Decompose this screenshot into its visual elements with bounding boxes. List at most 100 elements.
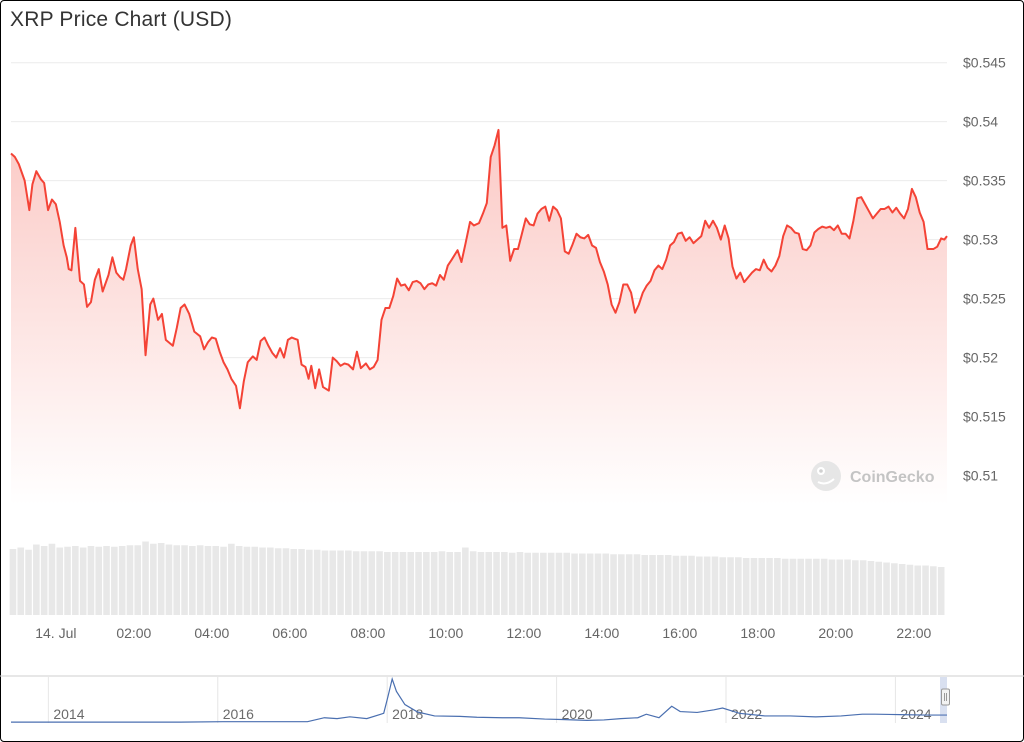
volume-bar	[914, 565, 922, 615]
volume-bar	[251, 546, 259, 615]
volume-bar	[72, 546, 79, 615]
navigator[interactable]: 2014 2016 2018 2020 2022 2024	[0, 675, 1024, 723]
navigator-handle[interactable]	[941, 688, 950, 706]
price-area	[11, 129, 947, 506]
volume-bar	[610, 554, 617, 615]
x-tick-label: 14. Jul	[35, 625, 76, 641]
volume-bar	[40, 546, 48, 615]
x-tick-label: 16:00	[662, 625, 697, 641]
navigator-tick-label: 2020	[562, 706, 593, 722]
volume-bar	[485, 552, 493, 615]
chart-title: XRP Price Chart (USD)	[10, 8, 233, 31]
volume-bar	[867, 561, 875, 615]
volume-bar	[469, 551, 477, 615]
volume-bar	[758, 558, 766, 615]
volume-bar	[274, 548, 282, 615]
volume-bar	[532, 552, 539, 615]
volume-bar	[165, 544, 173, 615]
volume-bar	[727, 557, 734, 615]
volume-bar	[501, 552, 508, 615]
volume-bars	[9, 541, 945, 615]
x-tick-label: 06:00	[272, 625, 307, 641]
volume-bar	[423, 552, 430, 615]
volume-bar	[516, 552, 524, 615]
volume-bar	[859, 560, 867, 615]
volume-bar	[555, 552, 563, 615]
x-tick-label: 12:00	[506, 625, 541, 641]
volume-bar	[774, 558, 781, 615]
volume-bar	[48, 543, 56, 615]
volume-bar	[150, 543, 157, 615]
volume-bar	[415, 552, 422, 615]
volume-bar	[384, 552, 391, 615]
y-tick-label: $0.54	[963, 114, 998, 130]
navigator-tick-label: 2024	[900, 706, 931, 722]
navigator-tick-label: 2016	[223, 706, 254, 722]
volume-bar	[766, 558, 773, 615]
volume-bar	[313, 549, 321, 615]
volume-bar	[391, 552, 399, 615]
volume-bar	[883, 562, 890, 615]
volume-bar	[828, 559, 836, 615]
volume-bar	[493, 552, 500, 615]
y-axis: $0.545 $0.54 $0.535 $0.53 $0.525 $0.52 $0.515 $…	[963, 55, 1006, 484]
y-tick-label: $0.525	[963, 291, 1006, 307]
volume-bar	[797, 558, 805, 615]
x-tick-label: 04:00	[194, 625, 229, 641]
volume-bar	[657, 555, 664, 615]
volume-bar	[103, 546, 110, 615]
volume-bar	[126, 545, 134, 615]
volume-bar	[454, 552, 461, 615]
x-tick-label: 10:00	[428, 625, 463, 641]
volume-bar	[33, 544, 40, 615]
volume-bar	[173, 545, 181, 615]
watermark-text: CoinGecko	[850, 469, 935, 486]
volume-bar	[563, 552, 571, 615]
volume-bar	[579, 553, 586, 615]
volume-bar	[181, 545, 188, 615]
navigator-tick-label: 2014	[53, 706, 84, 722]
volume-bar	[17, 547, 25, 615]
volume-bar	[9, 549, 17, 615]
volume-bar	[360, 551, 368, 615]
navigator-series-line	[11, 676, 947, 723]
price-area-fill	[11, 129, 947, 506]
volume-bar	[196, 545, 204, 615]
volume-bar	[618, 554, 625, 615]
volume-bar	[95, 546, 103, 615]
volume-bar	[508, 552, 516, 615]
x-tick-label: 18:00	[740, 625, 775, 641]
volume-bar	[625, 554, 633, 615]
volume-bar	[290, 549, 298, 615]
volume-bar	[446, 552, 454, 615]
volume-bar	[212, 546, 220, 615]
x-tick-label: 08:00	[350, 625, 385, 641]
volume-bar	[259, 547, 266, 615]
y-tick-label: $0.535	[963, 173, 1006, 189]
y-tick-label: $0.545	[963, 55, 1006, 71]
volume-bar	[672, 555, 680, 615]
volume-bar	[680, 555, 688, 615]
volume-bar	[321, 550, 329, 615]
volume-bar	[345, 550, 352, 615]
volume-bar	[111, 546, 118, 615]
volume-bar	[571, 553, 578, 615]
x-tick-label: 02:00	[116, 625, 151, 641]
volume-bar	[930, 566, 937, 615]
volume-bar	[641, 555, 649, 615]
volume-bar	[922, 565, 929, 615]
volume-bar	[329, 550, 337, 615]
volume-bar	[267, 547, 274, 615]
volume-bar	[789, 558, 797, 615]
volume-bar	[735, 557, 742, 615]
volume-bar	[189, 546, 196, 615]
navigator-tick-label: 2018	[392, 706, 423, 722]
volume-bar	[711, 556, 719, 615]
volume-bar	[462, 547, 469, 615]
volume-bar	[64, 546, 71, 615]
volume-bar	[664, 555, 672, 615]
volume-bar	[688, 555, 695, 615]
volume-bar	[898, 564, 906, 615]
volume-bar	[547, 552, 555, 615]
gecko-logo-icon	[811, 461, 841, 491]
